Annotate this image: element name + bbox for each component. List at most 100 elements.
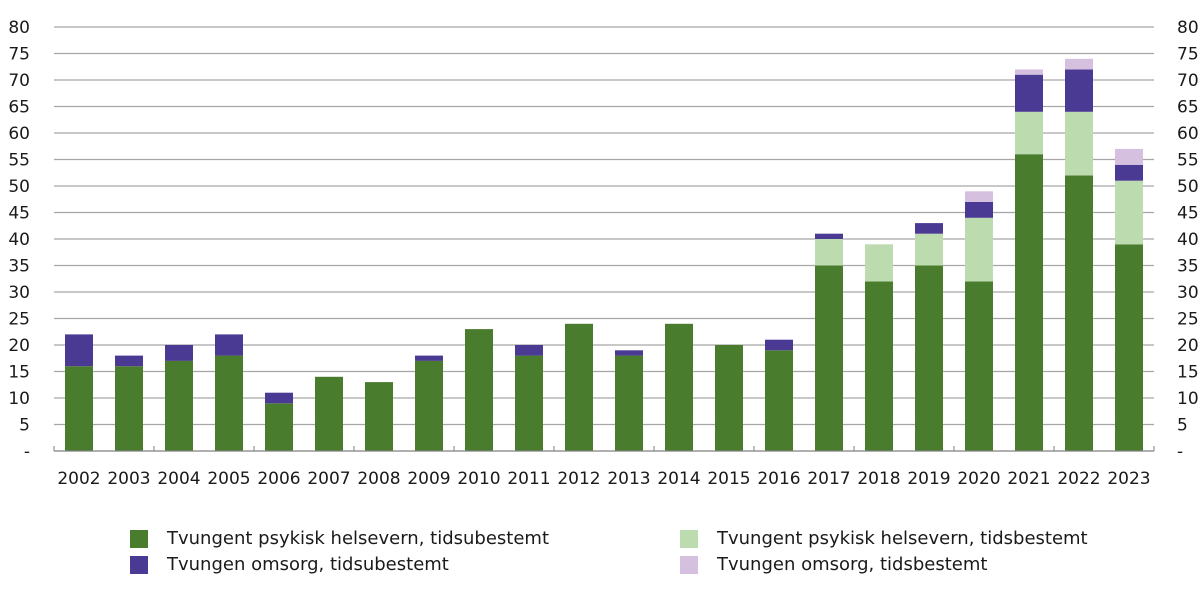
bar-segment	[915, 265, 943, 451]
bar-stack-2021	[1015, 69, 1043, 451]
legend-label: Tvungent psykisk helsevern, tidsbestemt	[717, 528, 1088, 549]
legend-swatch-icon	[680, 530, 698, 548]
bar-stack-2009	[415, 355, 443, 451]
x-tick-label: 2022	[1057, 469, 1100, 489]
y-tick-label-right: 45	[1177, 204, 1199, 224]
bar-segment	[315, 376, 343, 451]
y-tick-label: 30	[8, 283, 30, 303]
bar-stack-2002	[65, 334, 93, 451]
bar-segment	[265, 403, 293, 451]
bar-segment	[765, 350, 793, 451]
y-tick-label-right: 75	[1177, 45, 1199, 65]
y-tick-label-right: 20	[1177, 336, 1199, 356]
y-tick-label-right: 55	[1177, 151, 1199, 171]
bar-segment	[965, 191, 993, 202]
x-tick-label: 2006	[257, 469, 300, 489]
bar-segment	[865, 244, 893, 282]
y-tick-label: 55	[8, 151, 30, 171]
y-tick-label-right: 65	[1177, 98, 1199, 118]
legend-item-psykisk-tidsbestemt: Tvungent psykisk helsevern, tidsbestemt	[680, 526, 1088, 552]
bar-stack-2018	[865, 244, 893, 451]
y-tick-label: 65	[8, 98, 30, 118]
y-tick-label: 15	[8, 363, 30, 383]
bar-segment	[815, 265, 843, 451]
y-tick-label: 50	[8, 177, 30, 197]
bar-segment	[1015, 111, 1043, 155]
x-tick-label: 2021	[1007, 469, 1050, 489]
bar-stack-2013	[615, 350, 643, 451]
x-tick-label: 2017	[807, 469, 850, 489]
y-tick-label-right: 25	[1177, 310, 1199, 330]
x-tick-label: 2002	[57, 469, 100, 489]
bar-stack-2014	[665, 323, 693, 451]
bar-segment	[165, 345, 193, 361]
bar-segment	[1065, 175, 1093, 451]
x-tick-label: 2013	[607, 469, 650, 489]
bar-segment	[815, 233, 843, 239]
bars	[65, 58, 1143, 451]
bar-segment	[965, 281, 993, 451]
bar-stack-2005	[215, 334, 243, 451]
y-tick-label: 35	[8, 257, 30, 277]
y-tick-label: 20	[8, 336, 30, 356]
x-tick-label: 2010	[457, 469, 500, 489]
y-tick-label: 45	[8, 204, 30, 224]
bar-stack-2023	[1115, 148, 1143, 451]
y-tick-label-right: 40	[1177, 230, 1199, 250]
x-tick-label: 2009	[407, 469, 450, 489]
x-tick-label: 2011	[507, 469, 550, 489]
legend-swatch-icon	[680, 556, 698, 574]
bar-segment	[465, 329, 493, 451]
x-tick-label: 2019	[907, 469, 950, 489]
bar-segment	[965, 217, 993, 282]
y-tick-label-right: 10	[1177, 389, 1199, 409]
bar-segment	[765, 339, 793, 351]
x-tick-label: 2004	[157, 469, 200, 489]
y-tick-label: 60	[8, 124, 30, 144]
y-tick-label: 75	[8, 45, 30, 65]
y-tick-label: -	[24, 442, 30, 462]
gridlines	[54, 26, 1154, 426]
x-tick-label: 2018	[857, 469, 900, 489]
bar-segment	[1115, 180, 1143, 245]
y-tick-label: 10	[8, 389, 30, 409]
bar-segment	[115, 366, 143, 451]
bar-stack-2012	[565, 323, 593, 451]
bar-segment	[265, 392, 293, 404]
bar-stack-2010	[465, 329, 493, 451]
bar-segment	[965, 201, 993, 218]
legend-label: Tvungent psykisk helsevern, tidsubestemt	[167, 528, 550, 549]
x-tick-label: 2016	[757, 469, 800, 489]
bar-segment	[915, 223, 943, 234]
bar-segment	[715, 345, 743, 451]
legend-item-omsorg-tidsubestemt: Tvungen omsorg, tidsubestemt	[130, 552, 549, 578]
bar-stack-2016	[765, 339, 793, 451]
bar-segment	[1065, 111, 1093, 176]
bar-segment	[1065, 69, 1093, 112]
legend-item-psykisk-tidsubestemt: Tvungent psykisk helsevern, tidsubestemt	[130, 526, 549, 552]
x-tick-label: 2023	[1107, 469, 1150, 489]
bar-segment	[1115, 244, 1143, 451]
bar-segment	[65, 366, 93, 451]
y-tick-label-right: 60	[1177, 124, 1199, 144]
y-tick-label: 70	[8, 71, 30, 91]
x-tick-label: 2012	[557, 469, 600, 489]
bar-segment	[415, 360, 443, 451]
legend-swatch-icon	[130, 530, 148, 548]
bar-segment	[665, 323, 693, 451]
legend-swatch-icon	[130, 556, 148, 574]
bar-segment	[1065, 58, 1093, 70]
x-tick-label: 2008	[357, 469, 400, 489]
y-tick-label-right: 50	[1177, 177, 1199, 197]
legend-label: Tvungen omsorg, tidsbestemt	[717, 554, 988, 575]
legend-right: Tvungent psykisk helsevern, tidsbestemt …	[680, 526, 1088, 578]
y-tick-label: 80	[8, 18, 30, 38]
y-tick-label-right: 35	[1177, 257, 1199, 277]
y-tick-label: 5	[19, 416, 30, 436]
bar-stack-2006	[265, 392, 293, 451]
x-tick-label: 2020	[957, 469, 1000, 489]
bar-segment	[1015, 69, 1043, 75]
y-tick-label: 25	[8, 310, 30, 330]
legend-item-omsorg-tidsbestemt: Tvungen omsorg, tidsbestemt	[680, 552, 1088, 578]
bar-stack-2004	[165, 345, 193, 451]
